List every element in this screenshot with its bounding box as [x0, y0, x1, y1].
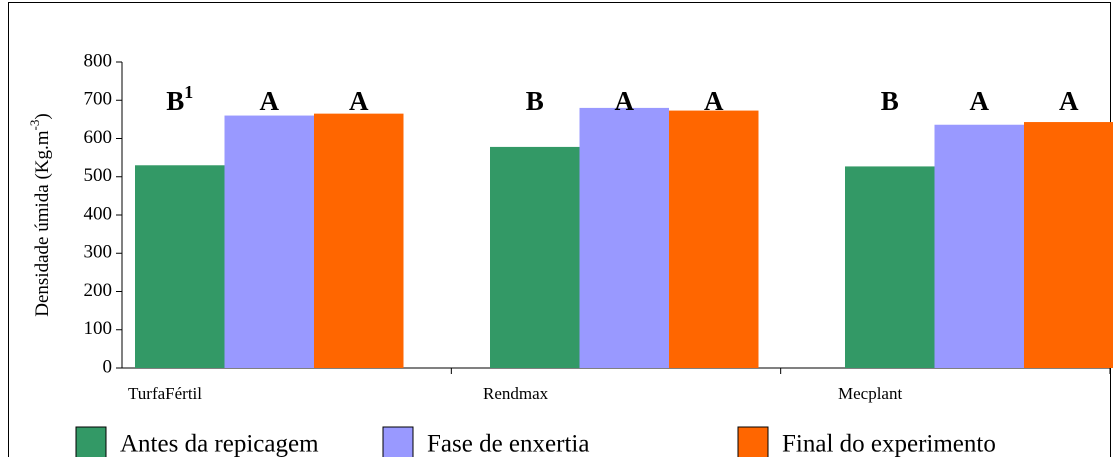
y-tick-label: 0 [103, 356, 113, 377]
y-tick-label: 700 [84, 89, 113, 110]
letter: B [881, 86, 899, 116]
significance-letter: A [704, 86, 724, 116]
y-tick-label: 300 [84, 242, 113, 263]
bar [669, 110, 759, 368]
bar [934, 124, 1024, 368]
significance-letter: B [526, 86, 544, 116]
letter: B [526, 86, 544, 116]
bar [1024, 122, 1113, 369]
significance-letter: A [615, 86, 635, 116]
y-tick-label: 100 [84, 318, 113, 339]
y-tick-label: 800 [84, 50, 113, 71]
bar [224, 115, 314, 368]
y-tick-label: 200 [84, 280, 113, 301]
letter: A [1059, 86, 1079, 116]
legend-swatch [737, 426, 769, 457]
y-tick-label: 600 [84, 127, 113, 148]
y-tick-label: 400 [84, 203, 113, 224]
y-tick-label: 500 [84, 165, 113, 186]
legend-label: Antes da repicagem [120, 431, 319, 457]
footnote-marker: 1 [184, 82, 193, 102]
significance-letter: A [1059, 86, 1079, 116]
legend-swatch [75, 426, 107, 457]
legend-swatch [382, 426, 414, 457]
letter: A [349, 86, 369, 116]
legend-label: Fase de enxertia [427, 431, 589, 457]
bar [579, 107, 669, 369]
significance-letter: B1 [166, 82, 193, 116]
bar [845, 166, 935, 368]
letter: A [704, 86, 724, 116]
significance-letter: B [881, 86, 899, 116]
bar [314, 113, 404, 368]
bar [135, 165, 225, 368]
x-tick-label: Mecplant [838, 384, 902, 403]
bar [490, 146, 580, 368]
significance-letter: A [260, 86, 280, 116]
y-axis-label: Densidade úmida (Kg.m-3) [27, 113, 53, 316]
significance-letter: A [349, 86, 369, 116]
letter: B [166, 86, 184, 116]
significance-letter: A [970, 86, 990, 116]
letter: A [260, 86, 280, 116]
x-tick-label: Rendmax [483, 384, 549, 403]
letter: A [615, 86, 635, 116]
x-tick-label: TurfaFértil [128, 384, 202, 403]
letter: A [970, 86, 990, 116]
legend-label: Final do experimento [782, 431, 996, 457]
